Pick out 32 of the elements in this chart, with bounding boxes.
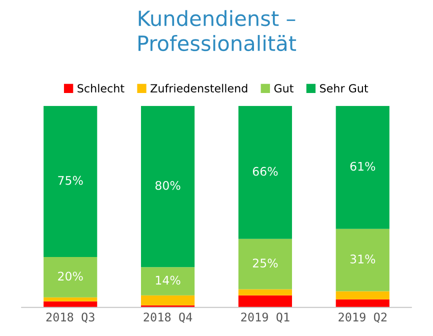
legend-label: Gut: [274, 84, 294, 93]
bar: [336, 228, 390, 292]
bar: [238, 238, 292, 290]
x-tick-label: 2019 Q2: [338, 312, 387, 323]
bar: [238, 295, 292, 308]
bar: [44, 257, 98, 298]
data-label: 80%: [155, 180, 180, 190]
chart-title: Kundendienst – Professionalität: [138, 10, 296, 52]
bar: [140, 295, 195, 306]
x-tick-label: 2018 Q4: [144, 312, 192, 323]
data-label: 75%: [58, 176, 83, 185]
x-tick-label: 2018 Q3: [46, 312, 94, 323]
bar: [140, 106, 195, 268]
data-label: 31%: [350, 254, 376, 264]
data-label: 20%: [58, 272, 83, 281]
legend-label: Schlecht: [78, 84, 124, 93]
bar: [336, 299, 390, 308]
bar: [336, 291, 390, 300]
data-label: 25%: [252, 258, 278, 268]
bar: [238, 106, 292, 239]
data-label: 14%: [156, 276, 180, 285]
bar: [44, 301, 98, 308]
bar: [44, 297, 98, 302]
bar: [44, 106, 98, 258]
legend-label: Zufriedenstellend: [150, 84, 248, 93]
legend-label: Sehr Gut: [320, 84, 368, 93]
bar: [336, 106, 390, 229]
bar: [140, 267, 195, 296]
data-label: 66%: [252, 166, 278, 176]
data-label: 61%: [350, 162, 376, 171]
x-tick-label: 2019 Q1: [241, 312, 290, 323]
bar: [238, 289, 292, 296]
